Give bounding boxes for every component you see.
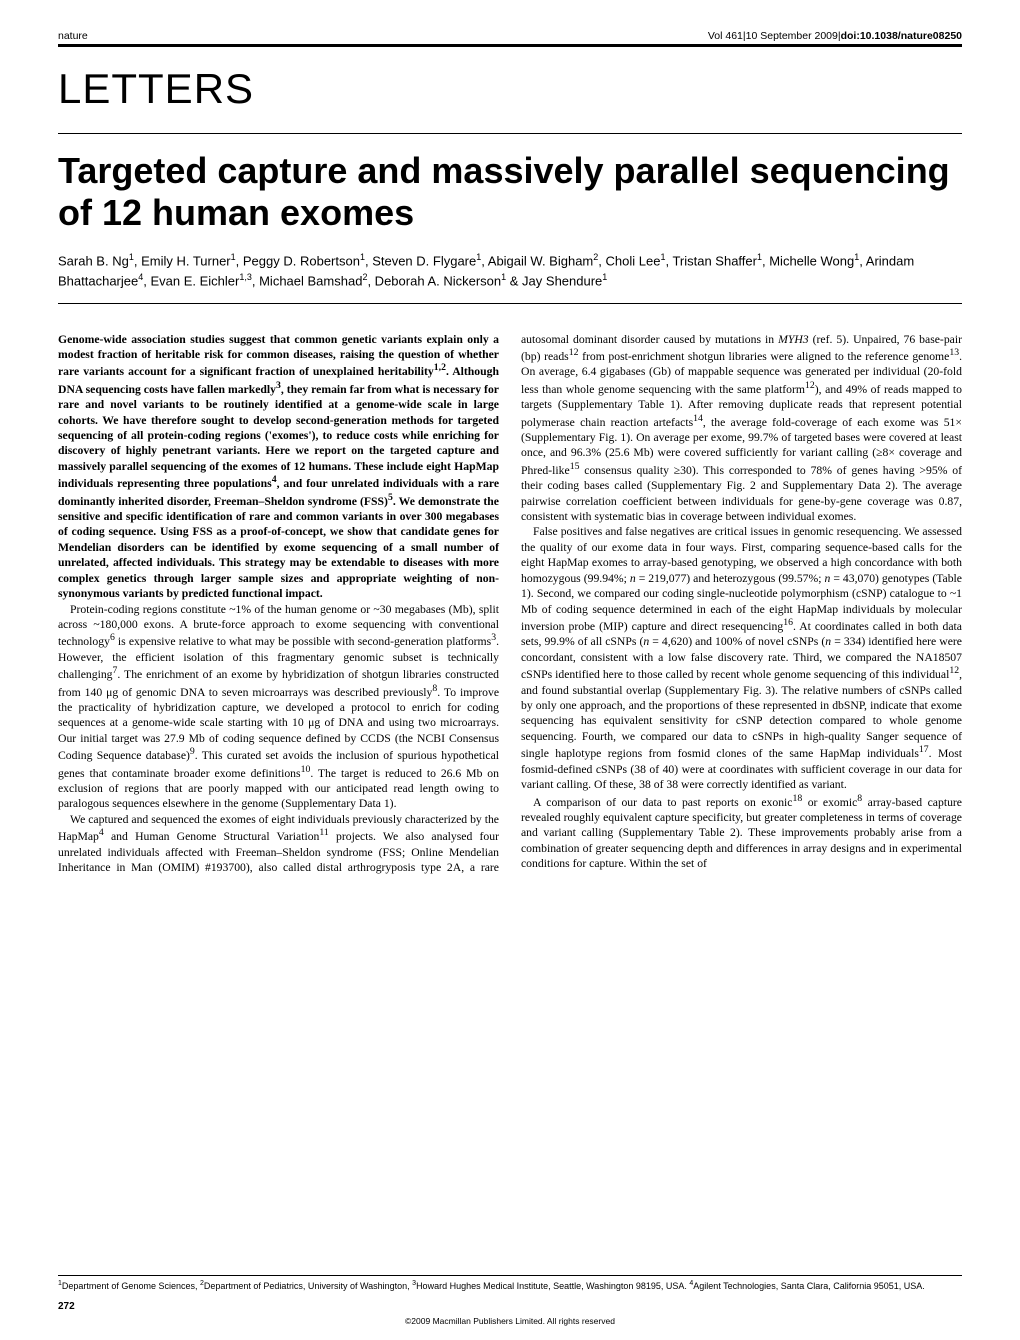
volume: Vol 461: [708, 30, 743, 42]
date: 10 September 2009: [746, 30, 838, 42]
body-para-1: Protein-coding regions constitute ~1% of…: [58, 602, 499, 812]
top-rule: [58, 44, 962, 47]
title-rule-top: [58, 133, 962, 134]
journal-name: nature: [58, 30, 88, 42]
page-number: 272: [58, 1301, 962, 1312]
copyright: ©2009 Macmillan Publishers Limited. All …: [58, 1316, 962, 1326]
affiliations: 1Department of Genome Sciences, 2Departm…: [58, 1279, 962, 1293]
page-footer: 1Department of Genome Sciences, 2Departm…: [58, 1265, 962, 1326]
footer-rule: [58, 1275, 962, 1276]
section-label: LETTERS: [58, 65, 962, 113]
body-para-4: A comparison of our data to past reports…: [521, 793, 962, 872]
doi: doi:10.1038/nature08250: [841, 30, 962, 42]
article-title: Targeted capture and massively parallel …: [58, 150, 962, 235]
author-list: Sarah B. Ng1, Emily H. Turner1, Peggy D.…: [58, 251, 962, 291]
header-meta: Vol 461|10 September 2009|doi:10.1038/na…: [708, 30, 962, 42]
abstract: Genome-wide association studies suggest …: [58, 332, 499, 602]
running-header: nature Vol 461|10 September 2009|doi:10.…: [58, 30, 962, 42]
title-rule-bottom: [58, 303, 962, 304]
body-para-3: False positives and false negatives are …: [521, 524, 962, 792]
body-columns: Genome-wide association studies suggest …: [58, 332, 962, 876]
